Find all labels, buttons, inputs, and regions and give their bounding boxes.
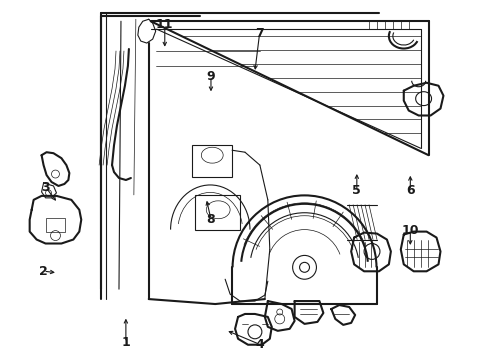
Bar: [196, 195, 240, 230]
Text: 3: 3: [41, 181, 50, 194]
Text: 11: 11: [156, 18, 173, 31]
Text: 9: 9: [207, 70, 215, 83]
Text: 8: 8: [207, 213, 215, 226]
Text: 2: 2: [39, 265, 48, 278]
Text: 6: 6: [406, 184, 415, 197]
Text: 4: 4: [255, 338, 264, 351]
Text: 7: 7: [255, 27, 264, 40]
Text: 10: 10: [402, 224, 419, 237]
Text: 1: 1: [122, 336, 130, 349]
Bar: [46, 218, 65, 231]
Text: 5: 5: [352, 184, 361, 197]
Bar: [193, 145, 232, 177]
